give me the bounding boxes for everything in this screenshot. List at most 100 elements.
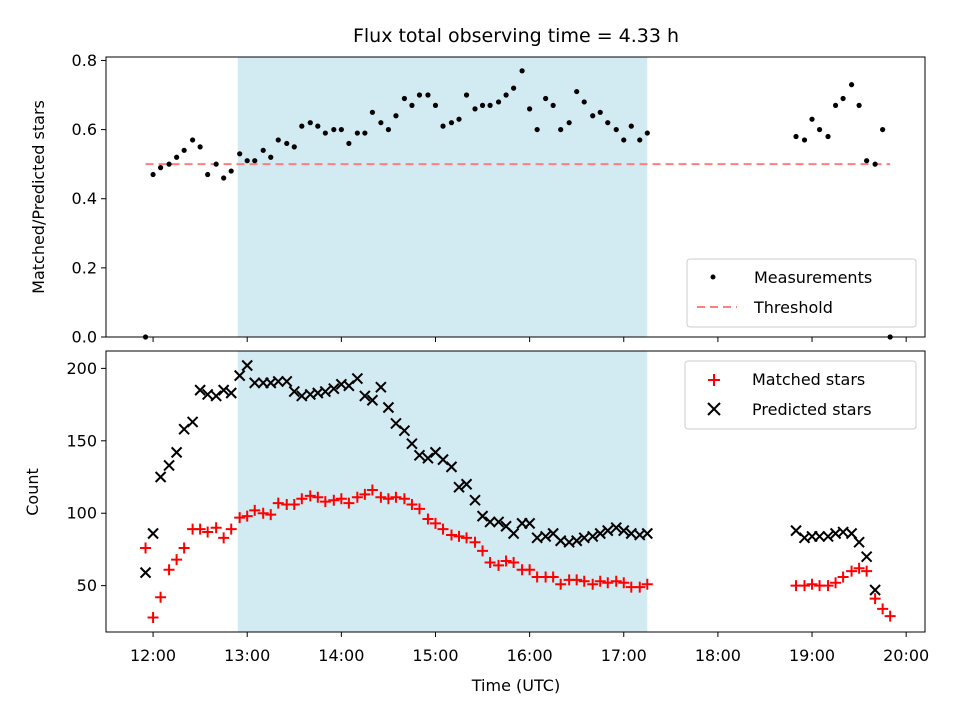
measurement-point <box>801 137 808 143</box>
bottom-y-ticks: 50 100 150 200 <box>66 359 106 595</box>
matched-stars-point <box>343 497 355 509</box>
measurement-point <box>574 88 580 95</box>
matched-stars-point <box>413 503 425 515</box>
predicted-stars-point <box>272 375 284 388</box>
matched-stars-point <box>641 578 653 590</box>
matched-stars-point <box>853 562 865 574</box>
predicted-stars-point <box>170 446 183 459</box>
top-y-axis-label: Matched/Predicted stars <box>29 100 48 294</box>
y-tick-label: 200 <box>66 359 97 378</box>
predicted-stars-point <box>398 424 411 437</box>
measurement-point <box>472 106 478 112</box>
matched-stars-point <box>524 564 536 576</box>
x-tick-label: 19:00 <box>789 646 835 665</box>
matched-stars-point <box>610 575 622 587</box>
matched-stars-point <box>234 512 246 524</box>
predicted-stars-point <box>602 524 614 537</box>
matched-stars-points <box>140 484 896 624</box>
y-tick-label: 0.2 <box>72 258 97 277</box>
measurement-point <box>205 171 211 178</box>
matched-stars-point <box>493 559 505 571</box>
predicted-stars-point <box>210 390 222 402</box>
chart-title: Flux total observing time = 4.33 h <box>353 25 679 47</box>
predicted-stars-point <box>319 385 332 398</box>
bottom-x-ticks: 12:00 13:00 14:00 15:00 16:00 17:00 18:00 19:00… <box>130 632 929 665</box>
predicted-stars-point <box>453 481 465 493</box>
predicted-stars-point <box>618 524 630 537</box>
measurement-point <box>268 154 274 160</box>
predicted-stars-point <box>406 437 418 450</box>
matched-stars-point <box>634 581 646 593</box>
predicted-stars-point <box>281 375 293 388</box>
matched-stars-point <box>477 545 489 557</box>
measurement-point <box>527 106 533 112</box>
measurement-point <box>244 158 250 164</box>
predicted-stars-point <box>382 401 395 414</box>
measurement-point <box>299 123 305 129</box>
measurement-point <box>816 126 823 133</box>
matched-stars-point <box>202 526 214 538</box>
matched-stars-point <box>194 523 206 535</box>
predicted-stars-point <box>460 478 473 490</box>
measurement-point <box>597 109 603 115</box>
measurement-point <box>581 99 587 105</box>
measurement-point <box>284 140 290 147</box>
y-tick-label: 0.0 <box>72 328 97 347</box>
measurement-point <box>432 102 439 108</box>
matched-stars-point <box>406 499 418 511</box>
predicted-stars-point <box>523 517 536 530</box>
matched-stars-point <box>272 497 284 509</box>
predicted-stars-point <box>241 359 253 372</box>
x-tick-label: 18:00 <box>695 646 741 665</box>
predicted-legend-label: Predicted stars <box>752 400 872 419</box>
predicted-stars-point <box>469 494 481 506</box>
matched-stars-point <box>218 532 230 544</box>
predicted-stars-point <box>422 452 434 464</box>
matched-stars-point <box>312 491 324 503</box>
matched-stars-point <box>578 575 590 587</box>
x-tick-label: 12:00 <box>130 646 176 665</box>
measurement-point <box>181 147 187 153</box>
measurement-point <box>809 116 815 122</box>
predicted-stars-point <box>484 516 496 528</box>
predicted-stars-point <box>869 584 881 596</box>
matched-stars-point <box>163 564 175 576</box>
matched-stars-point <box>571 574 583 586</box>
top-y-ticks: 0.0 0.2 0.4 0.6 0.8 <box>72 51 106 347</box>
x-tick-label: 13:00 <box>224 646 270 665</box>
measurement-point <box>463 92 470 98</box>
matched-stars-point <box>304 490 316 502</box>
measurement-point <box>378 120 384 126</box>
predicted-stars-point <box>328 382 340 395</box>
measurement-point <box>825 133 831 140</box>
measurement-point <box>197 144 203 150</box>
x-axis-label: Time (UTC) <box>471 676 560 695</box>
matched-stars-point <box>375 491 387 503</box>
measurement-point <box>793 133 799 140</box>
predicted-stars-point <box>154 471 167 483</box>
predicted-stars-point <box>594 527 606 540</box>
x-tick-label: 20:00 <box>883 646 929 665</box>
measurement-point <box>558 126 564 133</box>
predicted-stars-point <box>139 566 152 579</box>
predicted-stars-point <box>217 384 230 396</box>
bottom-y-axis-label: Count <box>23 468 42 516</box>
measurement-point <box>315 123 321 129</box>
matched-stars-point <box>469 536 481 548</box>
measurement-point <box>275 137 281 143</box>
matched-stars-point <box>437 523 449 535</box>
matched-stars-point <box>296 493 308 505</box>
matched-stars-point <box>359 488 371 500</box>
predicted-stars-point <box>413 449 426 461</box>
matched-stars-point <box>602 577 614 589</box>
measurement-point <box>479 102 486 108</box>
bottom-panel: 50 100 150 200 12:00 13:00 14:00 15:00 16:00 17:… <box>23 351 929 695</box>
measurement-point <box>291 144 297 150</box>
measurement-point <box>346 140 352 147</box>
predicted-stars-point <box>186 416 199 428</box>
matched-stars-point <box>328 494 340 506</box>
top-x-ticks <box>152 337 907 342</box>
measurement-point <box>621 137 627 143</box>
matched-legend-marker <box>708 374 720 386</box>
